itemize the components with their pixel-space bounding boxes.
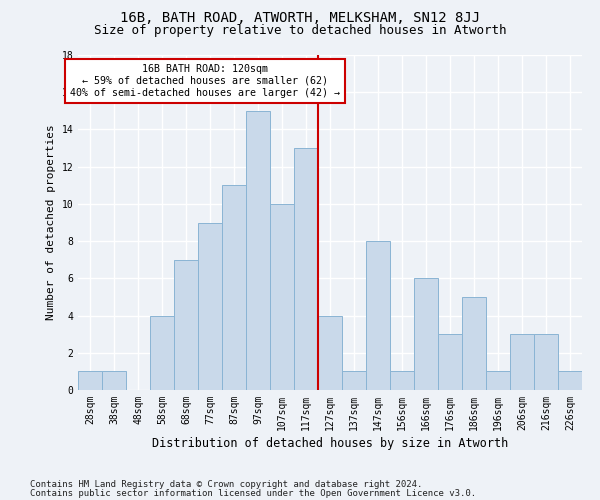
Text: Contains HM Land Registry data © Crown copyright and database right 2024.: Contains HM Land Registry data © Crown c…	[30, 480, 422, 489]
Bar	[462, 297, 486, 390]
Bar	[366, 241, 390, 390]
Text: Size of property relative to detached houses in Atworth: Size of property relative to detached ho…	[94, 24, 506, 37]
Bar	[174, 260, 198, 390]
Bar	[222, 186, 246, 390]
Bar	[390, 372, 414, 390]
Bar	[198, 222, 222, 390]
Text: 16B, BATH ROAD, ATWORTH, MELKSHAM, SN12 8JJ: 16B, BATH ROAD, ATWORTH, MELKSHAM, SN12 …	[120, 11, 480, 25]
Bar	[438, 334, 462, 390]
Bar	[534, 334, 558, 390]
Bar	[270, 204, 294, 390]
Bar	[510, 334, 534, 390]
Bar	[318, 316, 342, 390]
Bar	[414, 278, 438, 390]
Bar	[102, 372, 126, 390]
Bar	[294, 148, 318, 390]
X-axis label: Distribution of detached houses by size in Atworth: Distribution of detached houses by size …	[152, 437, 508, 450]
Bar	[78, 372, 102, 390]
Bar	[486, 372, 510, 390]
Bar	[246, 111, 270, 390]
Bar	[558, 372, 582, 390]
Bar	[342, 372, 366, 390]
Text: 16B BATH ROAD: 120sqm
← 59% of detached houses are smaller (62)
40% of semi-deta: 16B BATH ROAD: 120sqm ← 59% of detached …	[70, 64, 340, 98]
Text: Contains public sector information licensed under the Open Government Licence v3: Contains public sector information licen…	[30, 488, 476, 498]
Bar	[150, 316, 174, 390]
Y-axis label: Number of detached properties: Number of detached properties	[46, 124, 56, 320]
